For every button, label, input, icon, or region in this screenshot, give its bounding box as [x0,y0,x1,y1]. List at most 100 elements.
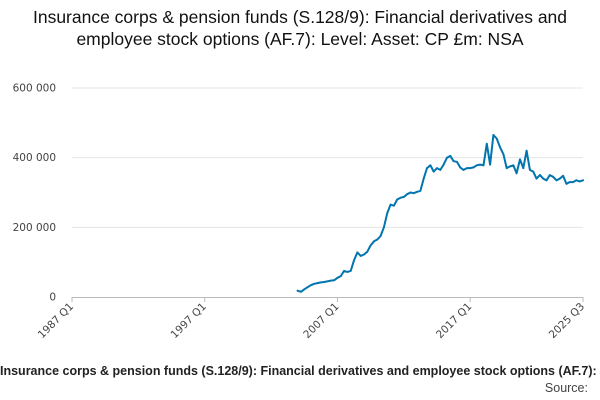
data-point [555,179,558,182]
data-point [369,244,372,247]
data-point [525,149,528,152]
data-point [562,174,564,177]
data-point [406,193,409,196]
data-point [465,167,468,170]
data-point [429,164,432,167]
series-layer [296,134,584,293]
data-point [376,238,379,241]
axes: 0 200 000 400 000 600 000 1987 Q1 1997 Q1 2007… [13,83,588,341]
data-point [389,203,392,206]
data-point [502,153,505,156]
data-point [416,190,418,193]
data-point [512,164,515,167]
data-point [565,182,568,185]
data-point [336,276,339,279]
data-point [482,164,485,167]
y-tick-label: 0 [49,292,56,304]
data-point [333,279,336,282]
data-point [366,250,369,253]
data-point [532,170,535,173]
data-point [499,146,501,149]
data-point [392,204,395,207]
data-point [412,192,415,195]
data-point [422,177,425,180]
data-point [558,177,561,180]
data-point [568,181,571,183]
data-point [439,168,442,171]
data-point [479,163,482,166]
data-point [535,177,538,180]
data-point [552,175,555,178]
data-point [456,160,458,163]
data-point [296,289,299,292]
data-point [326,280,329,283]
data-point [509,165,511,168]
data-point [442,163,445,166]
data-point [432,170,435,173]
x-tick-label: 2007 Q1 [301,301,341,341]
data-point [310,284,312,287]
data-point [538,174,541,176]
data-point [386,212,389,215]
y-tick-label: 200 000 [13,222,56,234]
data-point [475,164,478,167]
data-point [529,168,531,171]
data-point [572,181,574,183]
data-point [356,251,359,254]
data-point [363,253,365,256]
data-point [575,179,578,182]
data-point [306,286,309,289]
data-point [436,167,438,170]
data-point [319,281,322,284]
data-point [542,177,545,180]
data-point [426,167,428,170]
data-point [449,155,452,157]
data-point [343,269,345,272]
y-tick-label: 600 000 [13,83,56,95]
series-description: Insurance corps & pension funds (S.128/9… [0,364,600,378]
data-point [346,271,349,273]
data-point [469,167,472,170]
data-point [316,282,319,284]
data-point [353,259,355,262]
data-point [545,179,548,182]
data-point [462,168,465,171]
chart-title: Insurance corps & pension funds (S.128/9… [32,7,568,49]
data-point [419,189,422,192]
data-point [359,254,362,257]
data-point [396,198,399,201]
data-point [383,226,385,229]
data-point [303,288,306,291]
data-point [323,281,326,283]
data-point [505,167,508,170]
data-point [313,282,316,285]
data-point [492,134,495,136]
x-tick-label: 2025 Q3 [547,301,587,341]
data-point [578,180,581,183]
data-point [399,196,402,199]
data-point [519,158,521,161]
data-point [373,240,375,243]
data-point [582,179,584,182]
source-label: Source: [544,381,588,395]
series-line [296,134,584,293]
data-point [452,160,455,163]
data-point [495,137,498,140]
data-point [379,235,382,237]
data-point [472,166,475,169]
x-tick-label: 2017 Q1 [434,301,474,341]
data-point [515,172,518,175]
data-point [409,191,412,194]
data-point [522,167,525,170]
data-point [489,163,491,166]
data-point [329,279,332,282]
data-point [548,174,551,176]
x-tick-label: 1997 Q1 [169,301,209,341]
x-tick-label: 1987 Q1 [36,301,76,341]
data-point [459,166,462,169]
data-point [402,196,405,198]
data-point [339,275,342,277]
data-point [485,142,488,145]
y-tick-label: 400 000 [13,152,56,164]
